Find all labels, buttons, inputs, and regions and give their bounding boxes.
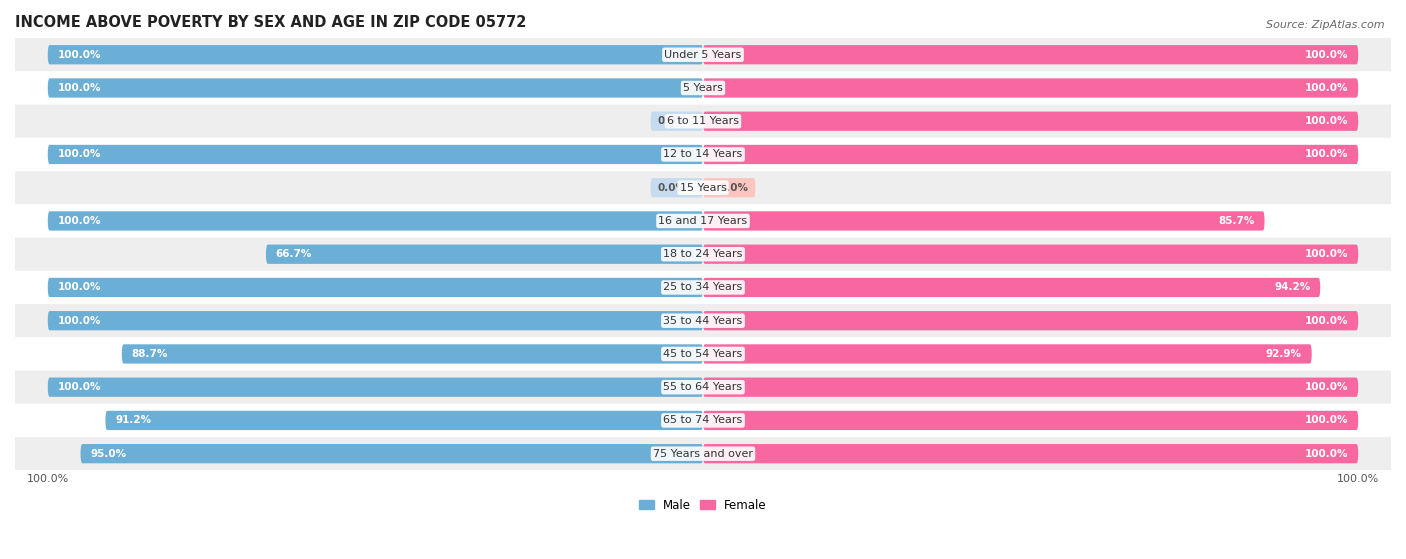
FancyBboxPatch shape [15,38,1391,72]
FancyBboxPatch shape [48,145,703,164]
Text: 35 to 44 Years: 35 to 44 Years [664,316,742,326]
Text: 5 Years: 5 Years [683,83,723,93]
Text: 100.0%: 100.0% [1305,116,1348,126]
Text: 0.0%: 0.0% [657,116,686,126]
FancyBboxPatch shape [15,271,1391,304]
Text: 100.0%: 100.0% [58,316,101,326]
Text: 75 Years and over: 75 Years and over [652,449,754,459]
Text: 100.0%: 100.0% [1305,50,1348,60]
FancyBboxPatch shape [80,444,703,463]
FancyBboxPatch shape [651,112,703,131]
Text: 0.0%: 0.0% [720,183,749,193]
FancyBboxPatch shape [703,344,1312,363]
Text: 6 to 11 Years: 6 to 11 Years [666,116,740,126]
Text: 100.0%: 100.0% [58,149,101,159]
FancyBboxPatch shape [266,245,703,264]
FancyBboxPatch shape [15,304,1391,337]
FancyBboxPatch shape [105,411,703,430]
Text: 45 to 54 Years: 45 to 54 Years [664,349,742,359]
Text: 88.7%: 88.7% [132,349,167,359]
Text: 12 to 14 Years: 12 to 14 Years [664,149,742,159]
Text: 92.9%: 92.9% [1265,349,1302,359]
Text: 15 Years: 15 Years [679,183,727,193]
FancyBboxPatch shape [15,371,1391,404]
FancyBboxPatch shape [703,45,1358,64]
Text: Source: ZipAtlas.com: Source: ZipAtlas.com [1267,20,1385,30]
Legend: Male, Female: Male, Female [634,494,772,517]
FancyBboxPatch shape [703,78,1358,98]
Text: 65 to 74 Years: 65 to 74 Years [664,415,742,425]
Text: 66.7%: 66.7% [276,249,312,259]
Text: 100.0%: 100.0% [1305,449,1348,459]
Text: 100.0%: 100.0% [58,282,101,292]
FancyBboxPatch shape [48,45,703,64]
FancyBboxPatch shape [15,138,1391,171]
FancyBboxPatch shape [703,178,755,197]
Text: 100.0%: 100.0% [58,50,101,60]
Text: 100.0%: 100.0% [1305,382,1348,392]
Text: 100.0%: 100.0% [1305,316,1348,326]
FancyBboxPatch shape [703,211,1264,231]
Text: 100.0%: 100.0% [1305,83,1348,93]
Text: 100.0%: 100.0% [58,216,101,226]
FancyBboxPatch shape [48,278,703,297]
Text: 55 to 64 Years: 55 to 64 Years [664,382,742,392]
FancyBboxPatch shape [15,437,1391,470]
FancyBboxPatch shape [703,112,1358,131]
FancyBboxPatch shape [48,78,703,98]
Text: 95.0%: 95.0% [90,449,127,459]
Text: 25 to 34 Years: 25 to 34 Years [664,282,742,292]
FancyBboxPatch shape [15,105,1391,138]
Text: Under 5 Years: Under 5 Years [665,50,741,60]
Text: 16 and 17 Years: 16 and 17 Years [658,216,748,226]
FancyBboxPatch shape [703,411,1358,430]
Text: 85.7%: 85.7% [1219,216,1254,226]
Text: 18 to 24 Years: 18 to 24 Years [664,249,742,259]
FancyBboxPatch shape [703,245,1358,264]
Text: 100.0%: 100.0% [1305,149,1348,159]
FancyBboxPatch shape [703,278,1320,297]
FancyBboxPatch shape [122,344,703,363]
Text: 100.0%: 100.0% [58,83,101,93]
FancyBboxPatch shape [15,171,1391,205]
FancyBboxPatch shape [48,377,703,397]
FancyBboxPatch shape [15,205,1391,238]
Text: INCOME ABOVE POVERTY BY SEX AND AGE IN ZIP CODE 05772: INCOME ABOVE POVERTY BY SEX AND AGE IN Z… [15,15,526,30]
FancyBboxPatch shape [703,311,1358,330]
FancyBboxPatch shape [15,72,1391,105]
FancyBboxPatch shape [48,211,703,231]
Text: 91.2%: 91.2% [115,415,152,425]
Text: 100.0%: 100.0% [1305,415,1348,425]
FancyBboxPatch shape [703,145,1358,164]
Text: 94.2%: 94.2% [1274,282,1310,292]
FancyBboxPatch shape [15,238,1391,271]
FancyBboxPatch shape [703,377,1358,397]
FancyBboxPatch shape [651,178,703,197]
FancyBboxPatch shape [15,404,1391,437]
Text: 100.0%: 100.0% [58,382,101,392]
Text: 0.0%: 0.0% [657,183,686,193]
FancyBboxPatch shape [15,337,1391,371]
FancyBboxPatch shape [703,444,1358,463]
FancyBboxPatch shape [48,311,703,330]
Text: 100.0%: 100.0% [1305,249,1348,259]
